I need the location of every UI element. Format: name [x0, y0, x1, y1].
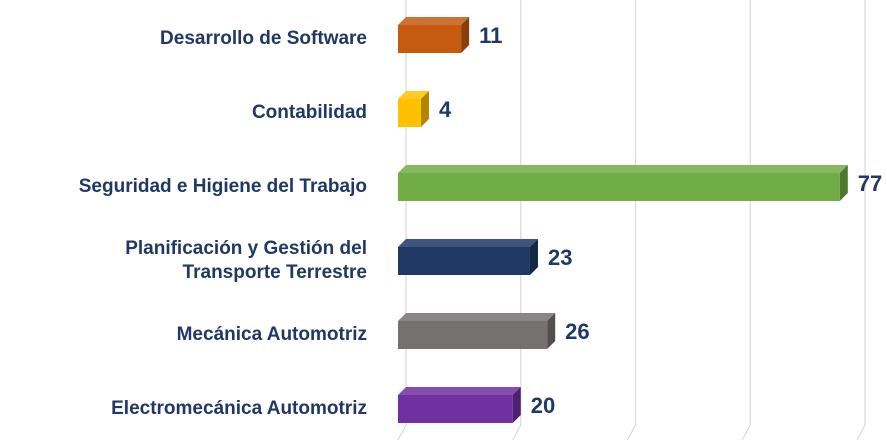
- bar-side-shade: [461, 17, 470, 53]
- bar-side-shade: [547, 313, 556, 349]
- value-label: 20: [531, 393, 555, 418]
- value-label: 26: [565, 319, 589, 344]
- bar-top-shade: [398, 165, 848, 173]
- bar-top: [398, 239, 538, 247]
- category-label: Contabilidad: [251, 102, 367, 123]
- category-label: Planificación y Gestión del Transporte T…: [125, 238, 367, 283]
- bar: [398, 321, 548, 349]
- bar-top: [398, 165, 848, 173]
- category-label: Desarrollo de Software: [160, 28, 367, 49]
- bar: [398, 99, 421, 127]
- grid-line: [626, 0, 637, 441]
- grid-line: [856, 0, 866, 441]
- bar-top: [398, 313, 556, 321]
- bar-top-shade: [398, 91, 429, 99]
- category-label: Seguridad e Higiene del Trabajo: [78, 176, 367, 197]
- category-label: Electromecánica Automotriz: [111, 398, 367, 419]
- bar-side-shade: [512, 387, 521, 423]
- bar-side: [420, 91, 429, 127]
- bar-side-shade: [420, 91, 429, 127]
- bar-side: [512, 387, 521, 423]
- bar-side: [461, 17, 470, 53]
- bar-top: [398, 387, 521, 395]
- bar-top-shade: [398, 239, 538, 247]
- bar-top-shade: [398, 387, 521, 395]
- bar-top: [398, 17, 470, 25]
- bar-side-shade: [839, 165, 848, 201]
- value-label: 77: [858, 171, 882, 196]
- bar: [398, 173, 840, 201]
- grid-line: [512, 0, 522, 441]
- bar-side-shade: [529, 239, 538, 275]
- grid-line: [741, 0, 751, 441]
- category-label: Mecánica Automotriz: [176, 324, 367, 345]
- bar: [398, 25, 462, 53]
- bar: [398, 395, 513, 423]
- bar-top: [398, 91, 429, 99]
- grid-line: [397, 0, 407, 441]
- value-label: 23: [548, 245, 572, 270]
- bar-side: [529, 239, 538, 275]
- bar-top-shade: [398, 313, 556, 321]
- bar: [398, 247, 530, 275]
- value-label: 11: [479, 23, 502, 48]
- bar-side: [547, 313, 556, 349]
- bar-top-shade: [398, 17, 470, 25]
- value-label: 4: [439, 97, 452, 122]
- bar-side: [839, 165, 848, 201]
